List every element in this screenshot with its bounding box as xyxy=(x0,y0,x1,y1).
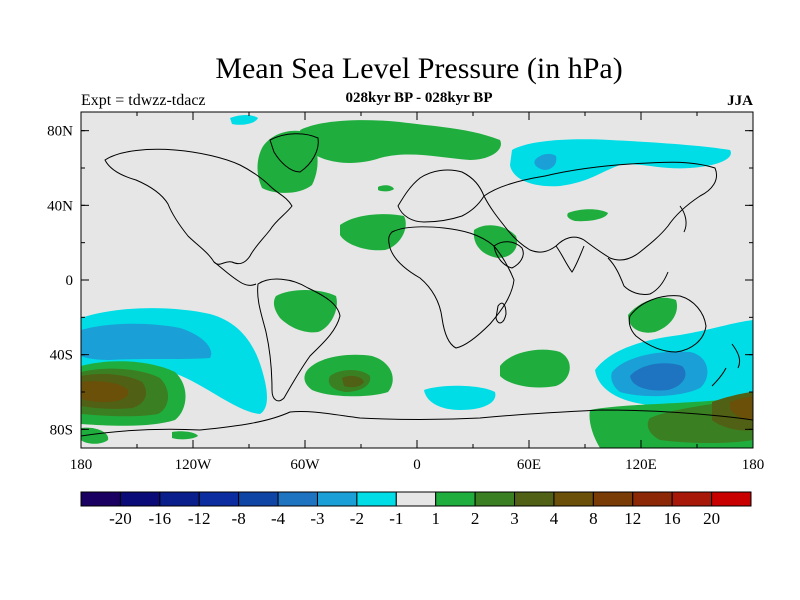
colorbar-swatch xyxy=(395,491,437,507)
colorbar-swatch xyxy=(316,491,358,507)
anomaly-region-pacific-south-small xyxy=(172,431,198,440)
lat-tick-label: 40N xyxy=(47,198,73,214)
lon-tick-label: 120E xyxy=(625,457,657,473)
anomaly-region-south-america xyxy=(273,290,337,333)
coastline-arabia xyxy=(493,241,524,269)
colorbar-label: 20 xyxy=(703,509,720,528)
colorbar-label: -4 xyxy=(271,509,286,528)
map-title: Mean Sea Level Pressure (in hPa) xyxy=(215,52,623,85)
anomaly-region-indian-ocean xyxy=(500,349,570,388)
colorbar-label: 8 xyxy=(589,509,598,528)
anomaly-region-atlantic-small xyxy=(378,185,394,192)
coastlines xyxy=(81,133,753,437)
colorbar-swatch xyxy=(632,491,673,507)
anomaly-region-south-atlantic-3 xyxy=(342,375,364,388)
colorbar: -20 -16 -12 -8 -4 -3 -2 -1 1 2 3 4 8 12 16 20 xyxy=(80,491,752,528)
colorbar-swatch xyxy=(198,491,240,507)
colorbar-label: 2 xyxy=(471,509,480,528)
colorbar-swatch xyxy=(80,491,121,507)
anomaly-region-arctic xyxy=(300,120,501,163)
lon-tick-label: 180 xyxy=(70,457,93,473)
colorbar-label: 4 xyxy=(550,509,559,528)
coastline-australia xyxy=(628,295,707,353)
lon-tick-label: 0 xyxy=(413,457,421,473)
lon-tick-label: 60E xyxy=(517,457,541,473)
colorbar-swatch xyxy=(592,491,634,507)
colorbar-swatch xyxy=(514,491,555,507)
colorbar-label: 1 xyxy=(431,509,440,528)
coastline-south-america xyxy=(257,278,341,402)
anomaly-region-north-pacific-core xyxy=(534,153,557,170)
experiment-label: Expt = tdwzz-tdacz xyxy=(81,92,206,109)
colorbar-label: 16 xyxy=(664,509,681,528)
coastline-asia xyxy=(483,161,717,261)
anomaly-region-southwest-pacific-4 xyxy=(730,396,753,420)
anomaly-region-central-asia xyxy=(567,209,608,222)
anomaly-region-north-pacific-east xyxy=(510,139,731,187)
colorbar-label: -20 xyxy=(109,509,132,528)
colorbar-swatch xyxy=(119,491,161,507)
anomaly-region-south-indian-deep xyxy=(630,363,686,391)
colorbar-label: -8 xyxy=(232,509,246,528)
colorbar-label: -3 xyxy=(310,509,324,528)
anomaly-region-arctic-cyan xyxy=(230,115,258,125)
coastline-madagascar xyxy=(495,302,507,324)
lon-tick-label: 60W xyxy=(290,457,320,473)
lon-tick-label: 120W xyxy=(175,457,213,473)
lon-tick-label: 180 xyxy=(742,457,765,473)
colorbar-label: -16 xyxy=(148,509,171,528)
coastline-greenland xyxy=(269,133,319,173)
map-subtitle: 028kyr BP - 028kyr BP xyxy=(345,90,493,106)
coastline-southeast-asia xyxy=(607,257,669,295)
coastline-north-america xyxy=(104,148,293,265)
season-label: JJA xyxy=(727,93,753,109)
anomaly-region-middle-east xyxy=(473,225,518,258)
coastline-africa xyxy=(388,226,515,349)
colorbar-swatch xyxy=(159,491,200,507)
colorbar-swatch xyxy=(238,491,279,507)
colorbar-swatch xyxy=(356,491,397,507)
colorbar-swatch xyxy=(671,491,713,507)
colorbar-label: 3 xyxy=(510,509,519,528)
anomaly-region-antarctic-small xyxy=(81,427,109,444)
lat-tick-label: 80N xyxy=(47,124,73,140)
axis-ticks: 80N 40N 0 40S 80S 180 120W 60W 0 60E 120E 180 xyxy=(47,112,764,473)
colorbar-label: -2 xyxy=(350,509,364,528)
lat-tick-label: 0 xyxy=(66,273,74,289)
colorbar-swatch xyxy=(474,491,516,507)
coastline-antarctica xyxy=(81,409,753,437)
colorbar-swatch xyxy=(277,491,318,507)
anomaly-region-south-atlantic xyxy=(424,385,496,410)
colorbar-swatch xyxy=(553,491,594,507)
colorbar-label: -1 xyxy=(389,509,403,528)
colorbar-label: 12 xyxy=(624,509,641,528)
coastline-central-america xyxy=(213,261,257,286)
colorbar-swatch xyxy=(435,491,476,507)
lat-tick-label: 80S xyxy=(50,422,73,438)
coastline-japan xyxy=(679,205,687,233)
anomaly-region-mediterranean xyxy=(340,214,406,251)
colorbar-label: -12 xyxy=(188,509,211,528)
coastline-india xyxy=(555,245,585,273)
colorbar-swatch xyxy=(711,491,752,507)
lat-tick-label: 40S xyxy=(50,348,73,364)
anomaly-region-south-pacific-4 xyxy=(81,381,129,402)
anomaly-region-south-pacific-core xyxy=(81,323,212,360)
coastline-new-zealand xyxy=(711,343,741,387)
